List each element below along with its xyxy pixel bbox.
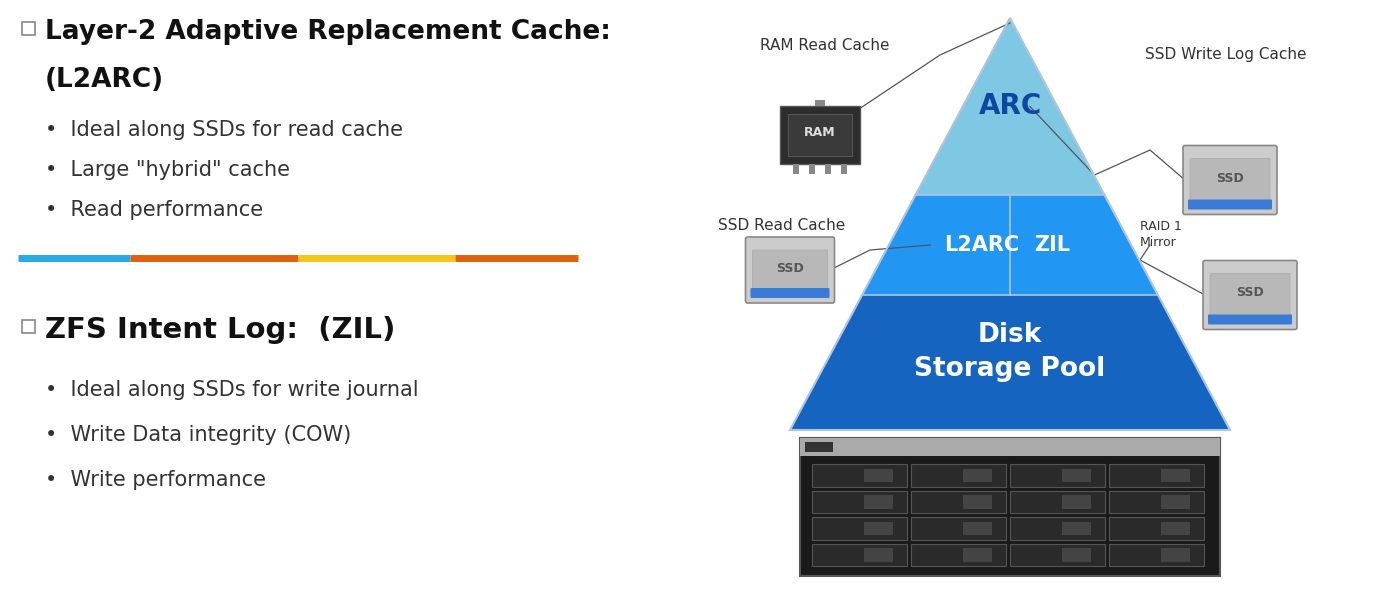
- Text: •  Read performance: • Read performance: [45, 200, 263, 220]
- FancyBboxPatch shape: [841, 164, 847, 174]
- Text: SSD: SSD: [776, 262, 804, 275]
- FancyBboxPatch shape: [815, 100, 825, 106]
- FancyBboxPatch shape: [1208, 315, 1292, 324]
- Text: ARC: ARC: [979, 92, 1042, 120]
- FancyBboxPatch shape: [753, 250, 827, 292]
- Text: ZFS Intent Log:  (ZIL): ZFS Intent Log: (ZIL): [45, 316, 395, 344]
- FancyBboxPatch shape: [812, 464, 907, 486]
- Text: •  Write Data integrity (COW): • Write Data integrity (COW): [45, 425, 351, 445]
- FancyBboxPatch shape: [745, 237, 834, 303]
- FancyBboxPatch shape: [911, 517, 1007, 539]
- Text: •  Ideal along SSDs for read cache: • Ideal along SSDs for read cache: [45, 120, 403, 140]
- FancyBboxPatch shape: [963, 468, 991, 482]
- FancyBboxPatch shape: [1009, 544, 1105, 566]
- FancyBboxPatch shape: [864, 495, 893, 508]
- Text: L2ARC: L2ARC: [945, 235, 1019, 255]
- FancyBboxPatch shape: [812, 491, 907, 513]
- FancyBboxPatch shape: [911, 464, 1007, 486]
- FancyBboxPatch shape: [1190, 159, 1270, 203]
- FancyBboxPatch shape: [1161, 468, 1190, 482]
- FancyBboxPatch shape: [1009, 464, 1105, 486]
- FancyBboxPatch shape: [1009, 491, 1105, 513]
- FancyBboxPatch shape: [864, 468, 893, 482]
- Text: Disk
Storage Pool: Disk Storage Pool: [914, 322, 1106, 383]
- FancyBboxPatch shape: [812, 544, 907, 566]
- FancyBboxPatch shape: [1161, 522, 1190, 535]
- Text: ZIL: ZIL: [1035, 235, 1070, 255]
- FancyBboxPatch shape: [805, 442, 833, 452]
- Text: RAID 1
Mirror: RAID 1 Mirror: [1140, 221, 1182, 250]
- Text: SSD Read Cache: SSD Read Cache: [718, 218, 846, 232]
- FancyBboxPatch shape: [1063, 468, 1091, 482]
- FancyBboxPatch shape: [1109, 544, 1204, 566]
- FancyBboxPatch shape: [792, 164, 799, 174]
- Text: Layer-2 Adaptive Replacement Cache:: Layer-2 Adaptive Replacement Cache:: [45, 19, 610, 45]
- Text: SSD Write Log Cache: SSD Write Log Cache: [1145, 48, 1306, 63]
- Text: SSD: SSD: [1217, 172, 1243, 185]
- FancyBboxPatch shape: [864, 548, 893, 561]
- FancyBboxPatch shape: [22, 22, 35, 35]
- Text: RAM: RAM: [804, 126, 836, 139]
- FancyBboxPatch shape: [750, 288, 829, 298]
- FancyBboxPatch shape: [963, 495, 991, 508]
- FancyBboxPatch shape: [1161, 548, 1190, 561]
- FancyBboxPatch shape: [1009, 517, 1105, 539]
- Text: •  Ideal along SSDs for write journal: • Ideal along SSDs for write journal: [45, 380, 419, 400]
- FancyBboxPatch shape: [1063, 495, 1091, 508]
- Text: •  Write performance: • Write performance: [45, 470, 266, 490]
- FancyBboxPatch shape: [1109, 491, 1204, 513]
- FancyBboxPatch shape: [799, 438, 1219, 576]
- FancyBboxPatch shape: [864, 522, 893, 535]
- FancyBboxPatch shape: [1109, 517, 1204, 539]
- FancyBboxPatch shape: [1210, 274, 1289, 318]
- FancyBboxPatch shape: [1203, 260, 1296, 330]
- FancyBboxPatch shape: [812, 517, 907, 539]
- Text: SSD: SSD: [1236, 287, 1264, 300]
- FancyBboxPatch shape: [788, 114, 853, 156]
- FancyBboxPatch shape: [963, 548, 991, 561]
- FancyBboxPatch shape: [825, 164, 832, 174]
- FancyBboxPatch shape: [22, 320, 35, 333]
- FancyBboxPatch shape: [963, 522, 991, 535]
- Polygon shape: [862, 195, 1158, 295]
- FancyBboxPatch shape: [1183, 145, 1277, 215]
- FancyBboxPatch shape: [911, 491, 1007, 513]
- FancyBboxPatch shape: [1109, 464, 1204, 486]
- FancyBboxPatch shape: [1063, 522, 1091, 535]
- FancyBboxPatch shape: [911, 544, 1007, 566]
- Text: (L2ARC): (L2ARC): [45, 67, 164, 93]
- Polygon shape: [916, 18, 1105, 195]
- Polygon shape: [790, 295, 1231, 430]
- FancyBboxPatch shape: [799, 438, 1219, 456]
- FancyBboxPatch shape: [809, 164, 815, 174]
- Text: RAM Read Cache: RAM Read Cache: [760, 38, 889, 52]
- FancyBboxPatch shape: [1189, 200, 1273, 210]
- FancyBboxPatch shape: [1063, 548, 1091, 561]
- FancyBboxPatch shape: [1161, 495, 1190, 508]
- Text: •  Large "hybrid" cache: • Large "hybrid" cache: [45, 160, 290, 180]
- FancyBboxPatch shape: [780, 106, 860, 164]
